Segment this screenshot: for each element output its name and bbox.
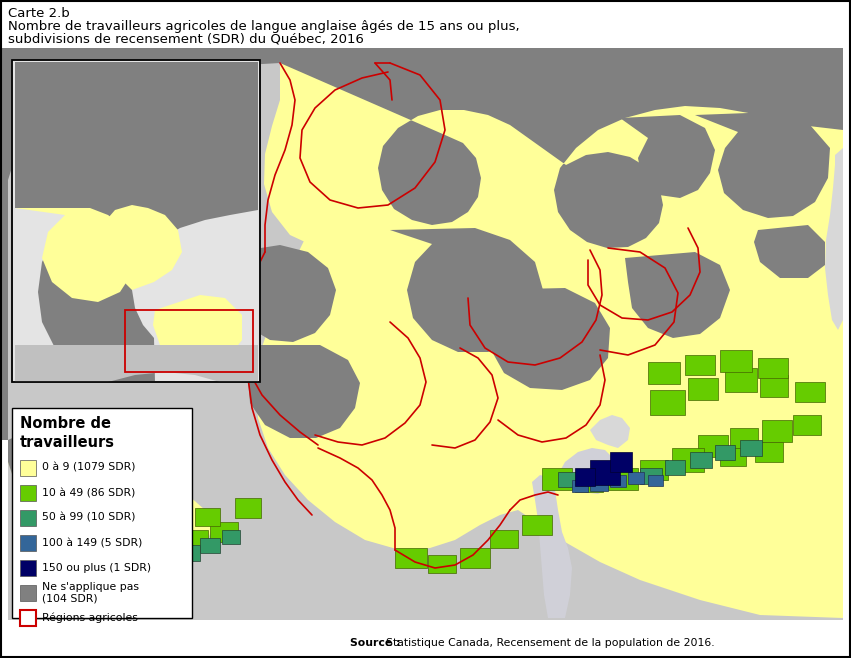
Bar bbox=[650, 390, 685, 415]
Bar bbox=[12, 60, 260, 382]
Bar bbox=[490, 530, 518, 548]
Bar bbox=[698, 435, 728, 457]
Bar bbox=[222, 530, 240, 544]
Bar bbox=[755, 442, 783, 462]
Text: Ne s'applique pas
(104 SDR): Ne s'applique pas (104 SDR) bbox=[42, 582, 139, 604]
Bar bbox=[13, 61, 259, 381]
Bar bbox=[725, 368, 757, 392]
Polygon shape bbox=[695, 112, 830, 218]
Bar bbox=[665, 460, 685, 475]
Bar bbox=[793, 415, 821, 435]
Text: 0 à 9 (1079 SDR): 0 à 9 (1079 SDR) bbox=[42, 463, 135, 473]
Text: Carte 2.b: Carte 2.b bbox=[8, 7, 70, 20]
Text: Statistique Canada, Recensement de la population de 2016.: Statistique Canada, Recensement de la po… bbox=[386, 638, 715, 648]
Bar bbox=[178, 530, 208, 552]
Bar bbox=[522, 515, 552, 535]
Polygon shape bbox=[8, 48, 843, 248]
Bar bbox=[542, 468, 572, 490]
Bar bbox=[460, 548, 490, 568]
Polygon shape bbox=[8, 48, 160, 558]
Polygon shape bbox=[390, 228, 543, 352]
Polygon shape bbox=[98, 205, 182, 290]
Bar bbox=[715, 445, 735, 460]
Bar bbox=[8, 48, 843, 620]
Text: Nombre de travailleurs agricoles de langue anglaise âgés de 15 ans ou plus,: Nombre de travailleurs agricoles de lang… bbox=[8, 20, 520, 33]
Bar bbox=[590, 460, 620, 485]
Bar bbox=[395, 548, 427, 568]
Bar bbox=[758, 358, 788, 378]
Bar bbox=[575, 472, 603, 492]
Text: Source :: Source : bbox=[350, 638, 404, 648]
Text: Régions agricoles: Régions agricoles bbox=[42, 613, 138, 623]
Polygon shape bbox=[590, 415, 630, 448]
Bar bbox=[640, 460, 668, 480]
Polygon shape bbox=[264, 63, 430, 248]
Bar bbox=[672, 448, 704, 472]
Bar bbox=[20, 585, 36, 601]
Polygon shape bbox=[153, 295, 242, 365]
Bar bbox=[720, 448, 746, 466]
Bar bbox=[20, 485, 36, 501]
Bar bbox=[210, 522, 238, 542]
Bar bbox=[12, 60, 260, 382]
Text: subdivisions de recensement (SDR) du Québec, 2016: subdivisions de recensement (SDR) du Qué… bbox=[8, 33, 364, 46]
Bar bbox=[610, 475, 626, 487]
Bar bbox=[20, 610, 36, 626]
Bar bbox=[608, 468, 638, 490]
Polygon shape bbox=[620, 115, 715, 198]
Bar bbox=[428, 555, 456, 573]
Bar bbox=[760, 375, 788, 397]
Bar bbox=[580, 470, 600, 485]
Polygon shape bbox=[15, 62, 258, 382]
Bar bbox=[20, 535, 36, 551]
Bar bbox=[720, 350, 752, 372]
Polygon shape bbox=[555, 448, 618, 494]
Text: 50 à 99 (10 SDR): 50 à 99 (10 SDR) bbox=[42, 513, 135, 523]
Text: Nombre de
travailleurs: Nombre de travailleurs bbox=[20, 416, 115, 449]
Bar bbox=[200, 538, 220, 553]
Polygon shape bbox=[248, 345, 360, 438]
Polygon shape bbox=[15, 62, 258, 130]
Polygon shape bbox=[532, 475, 572, 618]
Bar bbox=[235, 498, 261, 518]
Bar bbox=[610, 452, 632, 472]
Bar bbox=[690, 452, 712, 468]
Bar bbox=[640, 468, 662, 484]
Polygon shape bbox=[15, 208, 135, 302]
Polygon shape bbox=[0, 48, 8, 440]
Polygon shape bbox=[255, 63, 843, 618]
Bar bbox=[590, 478, 608, 491]
Bar bbox=[648, 362, 680, 384]
Polygon shape bbox=[754, 225, 825, 278]
Bar bbox=[155, 545, 180, 563]
Bar bbox=[575, 468, 595, 486]
Polygon shape bbox=[15, 345, 258, 382]
Polygon shape bbox=[478, 288, 610, 390]
Text: 10 à 49 (86 SDR): 10 à 49 (86 SDR) bbox=[42, 488, 135, 498]
Polygon shape bbox=[8, 448, 212, 578]
Bar bbox=[20, 460, 36, 476]
Text: 150 ou plus (1 SDR): 150 ou plus (1 SDR) bbox=[42, 563, 151, 573]
Bar bbox=[20, 560, 36, 576]
Polygon shape bbox=[825, 148, 843, 330]
Bar bbox=[762, 420, 792, 442]
Bar bbox=[685, 355, 715, 375]
Bar bbox=[572, 480, 588, 492]
Polygon shape bbox=[236, 245, 336, 342]
Bar bbox=[178, 545, 200, 561]
Bar bbox=[730, 428, 758, 448]
Polygon shape bbox=[625, 252, 730, 338]
Bar bbox=[628, 472, 644, 484]
Bar bbox=[740, 440, 762, 456]
Bar bbox=[648, 475, 663, 486]
Bar bbox=[20, 510, 36, 526]
Bar bbox=[558, 472, 578, 487]
Bar bbox=[195, 508, 220, 526]
Bar bbox=[795, 382, 825, 402]
Bar bbox=[12, 408, 192, 618]
Bar bbox=[688, 378, 718, 400]
Polygon shape bbox=[8, 48, 843, 180]
Bar bbox=[125, 310, 253, 372]
Text: 100 à 149 (5 SDR): 100 à 149 (5 SDR) bbox=[42, 538, 142, 548]
